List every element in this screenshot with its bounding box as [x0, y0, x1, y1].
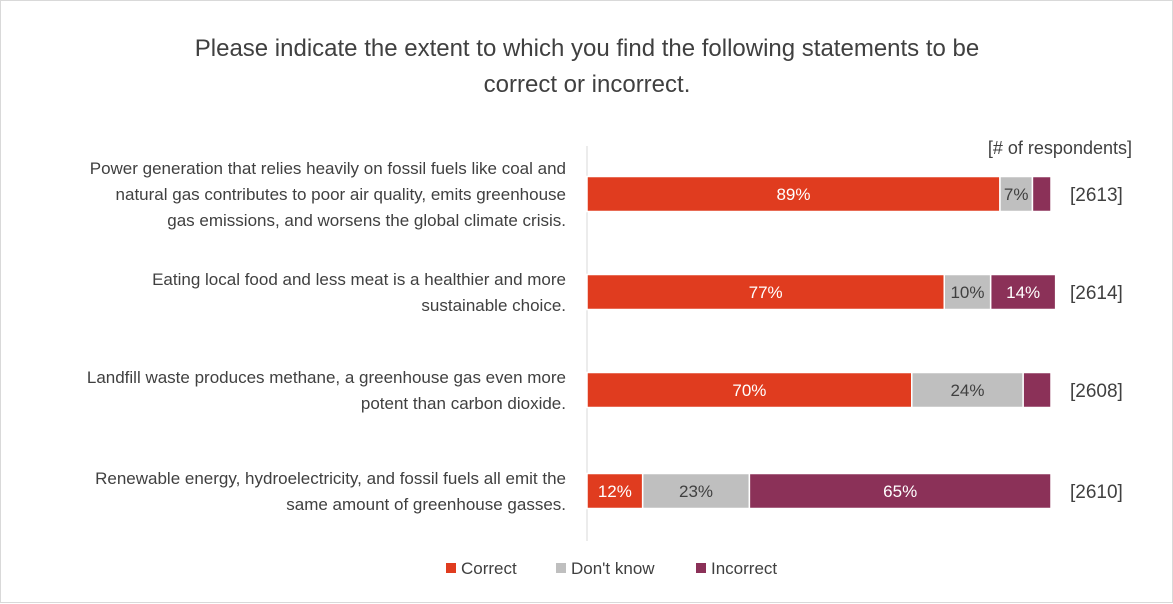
data-label: 12% [598, 482, 632, 501]
respondent-count: [2614] [1070, 283, 1123, 304]
chart-title-line: correct or incorrect. [484, 71, 691, 98]
category-label-line: same amount of greenhouse gasses. [286, 495, 566, 514]
data-label: 7% [1004, 185, 1029, 204]
data-label: 70% [732, 381, 766, 400]
legend-label: Don't know [571, 559, 655, 578]
data-label: 24% [950, 381, 984, 400]
data-label: 23% [679, 482, 713, 501]
legend-swatch [696, 563, 706, 573]
bar-segment-incorrect [989, 273, 1057, 311]
bar-segment-incorrect [1022, 371, 1052, 409]
respondent-count: [2613] [1070, 185, 1123, 206]
respondent-count: [2608] [1070, 381, 1123, 402]
data-label: 14% [1006, 283, 1040, 302]
category-label-line: Eating local food and less meat is a hea… [152, 270, 566, 289]
bar-segment-correct [586, 273, 946, 311]
category-label-line: sustainable choice. [421, 296, 566, 315]
category-label-line: Power generation that relies heavily on … [90, 159, 566, 178]
bar-segment-correct [586, 371, 913, 409]
respondents-header: [# of respondents] [988, 138, 1132, 158]
bar-segment-incorrect [748, 472, 1052, 510]
data-label: 10% [950, 283, 984, 302]
category-label-line: Renewable energy, hydroelectricity, and … [95, 469, 566, 488]
legend-label: Incorrect [711, 559, 777, 578]
category-label-line: natural gas contributes to poor air qual… [116, 185, 566, 204]
bar-segment-incorrect [1031, 175, 1052, 213]
bar-segment-don-t-know [999, 175, 1034, 213]
data-label: 65% [883, 482, 917, 501]
respondent-count: [2610] [1070, 482, 1123, 503]
category-label-line: gas emissions, and worsens the global cl… [167, 211, 566, 230]
chart-title-line: Please indicate the extent to which you … [195, 35, 979, 62]
data-label: 77% [749, 283, 783, 302]
legend-swatch [556, 563, 566, 573]
data-label: 89% [776, 185, 810, 204]
category-label-line: potent than carbon dioxide. [361, 394, 566, 413]
legend-swatch [446, 563, 456, 573]
legend-label: Correct [461, 559, 517, 578]
category-label-line: Landfill waste produces methane, a green… [87, 368, 566, 387]
bar-segment-don-t-know [641, 472, 751, 510]
